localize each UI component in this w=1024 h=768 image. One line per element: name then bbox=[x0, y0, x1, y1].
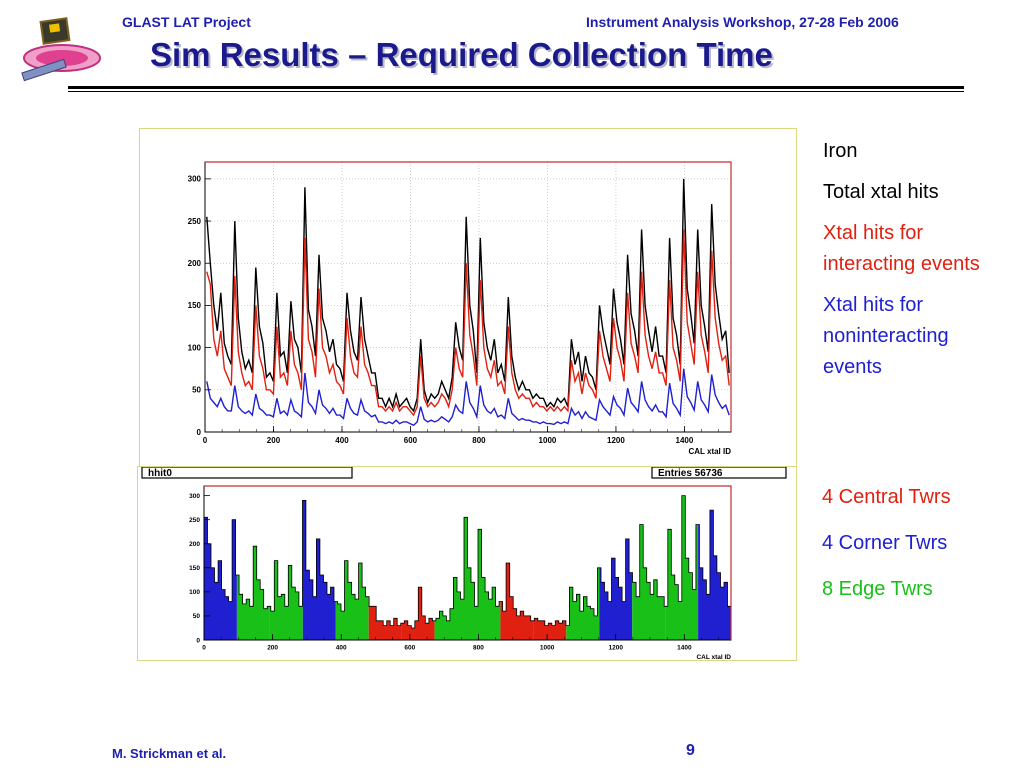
footer-author: M. Strickman et al. bbox=[112, 746, 227, 761]
tower-fill-central bbox=[533, 618, 567, 640]
legend-interacting: Xtal hits for interacting events bbox=[823, 222, 980, 275]
y-tick-label: 150 bbox=[189, 565, 200, 572]
y-tick-label: 100 bbox=[189, 589, 200, 596]
y-tick-label: 50 bbox=[192, 386, 201, 395]
y-tick-label: 300 bbox=[189, 493, 200, 500]
tower-fill-edge bbox=[467, 529, 501, 640]
y-tick-label: 50 bbox=[193, 613, 201, 620]
series-line-interacting bbox=[206, 229, 730, 417]
tower-fill-central bbox=[500, 563, 534, 640]
x-tick-label: 600 bbox=[404, 645, 415, 652]
x-tick-label: 200 bbox=[267, 645, 278, 652]
workshop-name: Instrument Analysis Workshop, 27-28 Feb … bbox=[586, 14, 899, 30]
y-tick-label: 0 bbox=[197, 428, 202, 437]
legend-material: Iron bbox=[823, 140, 858, 162]
x-tick-label: 1400 bbox=[677, 645, 692, 652]
page-number: 9 bbox=[686, 742, 695, 759]
tower-fill-corner bbox=[698, 510, 731, 640]
hist-stats-box bbox=[651, 466, 787, 479]
hist-stats: Entries 56736 bbox=[658, 468, 723, 479]
x-tick-label: 400 bbox=[336, 645, 347, 652]
glast-logo bbox=[14, 14, 104, 84]
tower-fill-edge bbox=[665, 495, 699, 640]
legend-edge-towers: 8 Edge Twrs bbox=[822, 578, 933, 600]
series-legend: Iron Total xtal hits Xtal hits for inter… bbox=[823, 136, 993, 393]
x-axis-label: CAL xtal ID bbox=[696, 654, 731, 660]
tower-fill-edge bbox=[566, 567, 600, 640]
y-tick-label: 300 bbox=[188, 175, 202, 184]
tower-fill-corner bbox=[204, 517, 237, 640]
series-line-total bbox=[206, 178, 730, 413]
tower-fill-edge bbox=[434, 517, 468, 640]
x-tick-label: 200 bbox=[267, 436, 281, 445]
x-tick-label: 1400 bbox=[676, 436, 694, 445]
tower-chart-panel: hhit0 Entries 56736 0 50 100 150 200 250 300 0 200… bbox=[137, 466, 797, 661]
tower-fill-edge bbox=[269, 500, 303, 640]
legend-central-towers: 4 Central Twrs bbox=[822, 486, 951, 508]
project-name: GLAST LAT Project bbox=[122, 14, 251, 30]
x-tick-label: 1200 bbox=[608, 645, 623, 652]
legend-corner-towers: 4 Corner Twrs bbox=[822, 532, 948, 554]
tower-legend: 4 Central Twrs 4 Corner Twrs 8 Edge Twrs bbox=[822, 474, 951, 612]
x-tick-label: 1000 bbox=[540, 645, 555, 652]
tower-fill-corner bbox=[599, 538, 633, 640]
x-tick-label: 0 bbox=[203, 436, 208, 445]
y-tick-label: 0 bbox=[196, 637, 200, 644]
y-tick-label: 100 bbox=[188, 343, 202, 352]
hits-line-chart: 0 50 100 150 200 250 300 0 200 400 600 800 1000 1200 1… bbox=[188, 161, 732, 456]
y-tick-label: 250 bbox=[189, 517, 200, 524]
tower-fill-corner bbox=[302, 500, 336, 640]
x-tick-label: 800 bbox=[472, 436, 486, 445]
hist-title-box bbox=[141, 466, 353, 479]
hits-chart-panel: 0 50 100 150 200 250 300 0 200 400 600 800 1000 1200 1… bbox=[139, 128, 797, 467]
tower-fill-central bbox=[368, 596, 402, 640]
x-tick-label: 1200 bbox=[607, 436, 625, 445]
tower-fill-edge bbox=[335, 560, 369, 640]
x-tick-label: 0 bbox=[202, 645, 206, 652]
x-tick-label: 1000 bbox=[539, 436, 557, 445]
tower-histogram: hhit0 Entries 56736 0 50 100 150 200 250 300 0 200… bbox=[141, 466, 787, 661]
y-tick-label: 150 bbox=[188, 301, 202, 310]
legend-total: Total xtal hits bbox=[823, 181, 939, 203]
hist-title: hhit0 bbox=[148, 468, 172, 479]
x-axis-label: CAL xtal ID bbox=[688, 447, 731, 456]
tower-fill-edge bbox=[632, 524, 666, 640]
histogram-outline bbox=[204, 495, 731, 629]
y-tick-label: 250 bbox=[188, 217, 202, 226]
x-tick-label: 600 bbox=[404, 436, 418, 445]
legend-noninteracting: Xtal hits for noninteracting events bbox=[823, 294, 949, 378]
title-rule-thin bbox=[68, 91, 964, 92]
title-rule bbox=[68, 86, 964, 89]
y-tick-label: 200 bbox=[188, 259, 202, 268]
tower-fill-central bbox=[401, 587, 435, 640]
y-tick-label: 200 bbox=[189, 541, 200, 548]
x-tick-label: 800 bbox=[473, 645, 484, 652]
series-line-noninteracting bbox=[206, 368, 730, 427]
x-tick-label: 400 bbox=[335, 436, 349, 445]
slide-title: Sim Results – Required Collection Time bbox=[150, 36, 773, 73]
